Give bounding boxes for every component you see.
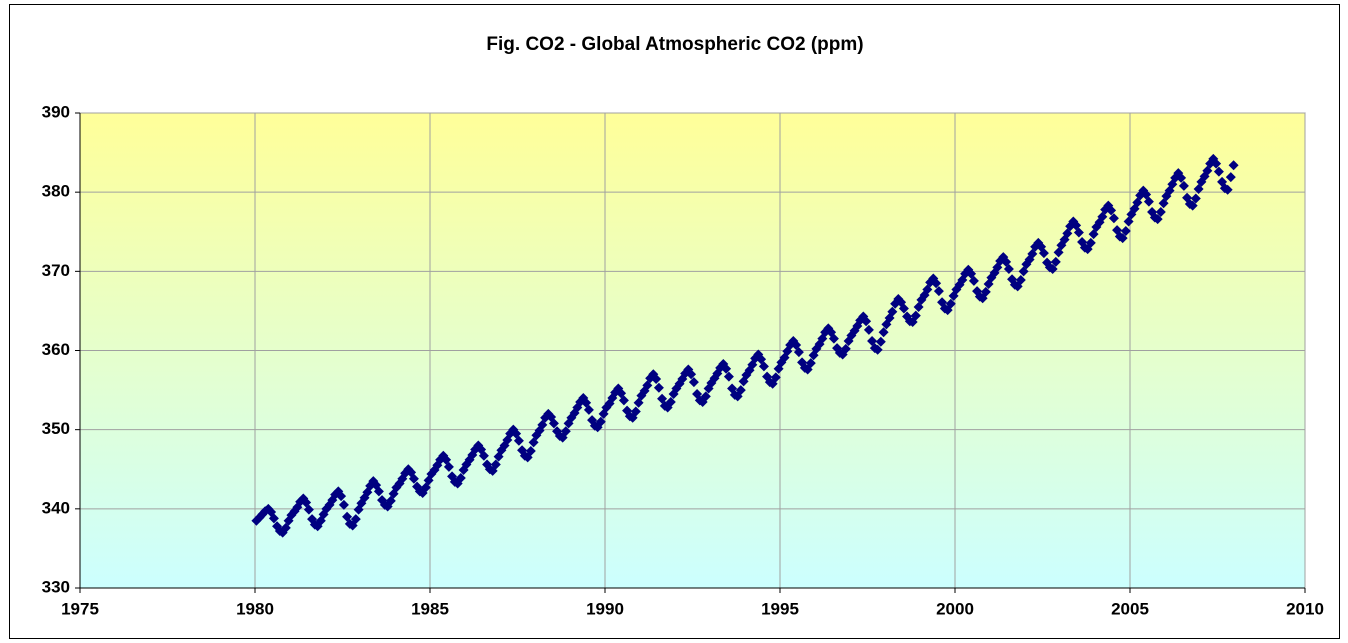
x-tick-label: 1975: [61, 599, 99, 618]
data-point: [455, 472, 466, 483]
data-point: [1211, 158, 1222, 169]
data-point: [758, 361, 769, 372]
data-point: [828, 333, 839, 344]
chart-title: Fig. CO2 - Global Atmospheric CO2 (ppm): [486, 34, 863, 55]
data-point: [910, 310, 921, 321]
data-point: [1187, 200, 1198, 211]
y-tick-label: 360: [42, 340, 70, 359]
data-point: [1117, 233, 1128, 244]
x-tick-label: 1995: [761, 599, 799, 618]
data-point: [653, 382, 664, 393]
data-point: [1073, 227, 1084, 238]
data-point: [805, 358, 816, 369]
data-point: [872, 344, 883, 355]
y-tick-label: 390: [42, 102, 70, 121]
data-point: [875, 336, 886, 347]
data-point: [1190, 193, 1201, 204]
data-point: [1178, 180, 1189, 191]
data-point: [268, 513, 279, 524]
data-point: [595, 416, 606, 427]
data-point: [338, 499, 349, 510]
data-point: [1085, 237, 1096, 248]
data-point: [723, 371, 734, 382]
y-tick-label: 370: [42, 261, 70, 280]
data-point: [651, 374, 662, 384]
data-point: [525, 446, 536, 457]
data-point: [583, 404, 594, 415]
data-point: [1152, 214, 1163, 225]
data-point: [618, 395, 629, 406]
data-point: [1108, 213, 1119, 224]
data-point: [1225, 172, 1236, 183]
data-point: [665, 396, 676, 407]
x-tick-label: 1985: [411, 599, 449, 618]
data-point: [1155, 206, 1166, 217]
data-point: [336, 491, 347, 502]
data-point: [688, 377, 699, 388]
data-point: [350, 514, 361, 525]
data-point: [548, 418, 559, 429]
data-point: [945, 298, 956, 309]
data-point: [1047, 263, 1058, 274]
data-point: [840, 343, 851, 354]
x-tick-label: 2010: [1286, 599, 1324, 618]
data-point: [686, 369, 697, 380]
data-point: [1228, 160, 1239, 171]
data-point: [980, 286, 991, 297]
data-point: [1015, 275, 1026, 286]
data-point: [373, 486, 384, 497]
data-point: [721, 363, 732, 374]
data-point: [887, 306, 898, 317]
x-tick-label: 2000: [936, 599, 974, 618]
data-point: [513, 435, 524, 446]
data-point: [1106, 205, 1117, 216]
y-tick-label: 330: [42, 577, 70, 596]
data-point: [931, 278, 942, 289]
y-tick-label: 350: [42, 419, 70, 438]
data-point: [1176, 172, 1187, 183]
data-point: [933, 286, 944, 297]
x-tick-label: 1980: [236, 599, 274, 618]
data-point: [478, 450, 489, 461]
data-point: [630, 406, 641, 417]
y-tick-label: 380: [42, 182, 70, 201]
data-point: [1003, 263, 1014, 274]
data-point: [1213, 166, 1224, 177]
data-point: [408, 473, 419, 484]
data-point: [1038, 248, 1049, 259]
data-point: [793, 347, 804, 358]
x-tick-label: 1990: [586, 599, 624, 618]
data-point: [303, 504, 314, 515]
data-point: [863, 324, 874, 335]
data-point: [770, 372, 781, 383]
data-point: [443, 461, 454, 472]
y-tick-label: 340: [42, 498, 70, 517]
data-point: [1050, 256, 1061, 267]
data-point: [1222, 184, 1233, 195]
data-point: [898, 303, 909, 314]
data-point: [968, 275, 979, 286]
data-point: [1143, 196, 1154, 207]
data-point: [878, 327, 889, 338]
data-point: [735, 385, 746, 396]
data-point: [700, 391, 711, 402]
data-point: [560, 426, 571, 437]
data-point: [490, 459, 501, 470]
data-point: [1120, 225, 1131, 236]
x-tick-label: 2005: [1111, 599, 1149, 618]
data-point: [505, 428, 516, 439]
data-point: [861, 316, 872, 327]
